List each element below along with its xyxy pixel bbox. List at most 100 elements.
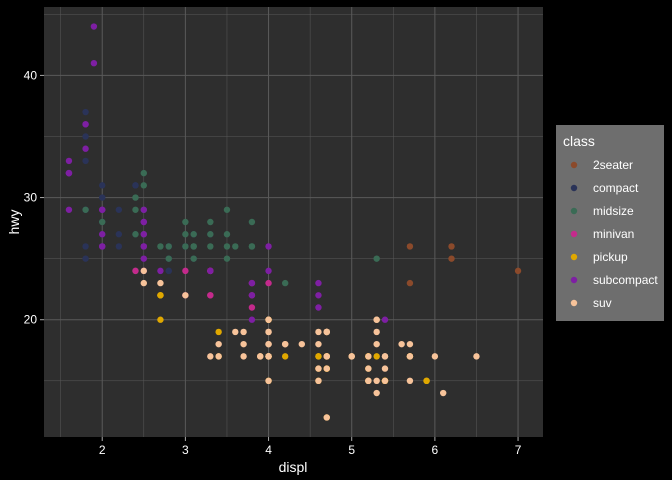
data-point-subcompact [82, 145, 89, 152]
data-point-midsize [182, 243, 189, 250]
data-point-subcompact [248, 279, 256, 287]
data-point-midsize [223, 206, 231, 213]
data-point-subcompact [65, 157, 73, 165]
data-point-midsize [132, 206, 139, 213]
data-point-midsize [182, 231, 189, 238]
data-point-midsize [232, 243, 239, 250]
data-point-suv [406, 353, 414, 360]
legend-label-compact: compact [593, 181, 639, 195]
data-point-compact [99, 182, 106, 189]
data-point-suv [207, 353, 214, 360]
data-point-midsize [190, 255, 197, 262]
data-point-suv [240, 353, 247, 360]
legend-key-midsize [570, 207, 578, 215]
x-tick-label: 2 [99, 443, 106, 457]
y-axis-title: hwy [6, 210, 22, 235]
legend-key-2seater [570, 161, 578, 169]
data-point-midsize [223, 231, 231, 238]
legend-label-midsize: midsize [593, 204, 634, 218]
data-point-midsize [190, 243, 197, 250]
legend-key-suv [570, 299, 578, 307]
data-point-subcompact [99, 206, 106, 213]
data-point-suv [315, 377, 322, 385]
data-point-subcompact [248, 292, 256, 299]
legend-key-subcompact [570, 276, 578, 284]
data-point-2seater [448, 255, 455, 262]
data-point-suv [348, 353, 355, 360]
data-point-subcompact [265, 243, 272, 250]
x-tick-label: 7 [515, 443, 522, 457]
data-point-midsize [140, 182, 147, 189]
data-point-suv [473, 353, 480, 360]
data-point-compact [82, 243, 89, 250]
data-point-suv [240, 340, 247, 348]
data-point-2seater [406, 243, 414, 250]
data-point-suv [373, 377, 380, 385]
data-point-subcompact [99, 243, 106, 250]
data-point-suv [265, 340, 272, 348]
data-point-suv [315, 365, 322, 372]
data-point-suv [365, 377, 372, 385]
data-point-compact [82, 157, 89, 165]
data-point-midsize [99, 218, 106, 226]
legend-key-minivan [570, 230, 578, 238]
data-point-minivan [132, 267, 139, 275]
data-point-subcompact [65, 206, 73, 213]
y-tick-label: 20 [24, 313, 38, 327]
data-point-suv [265, 353, 272, 360]
data-point-suv [240, 328, 247, 336]
x-axis-title: displ [279, 459, 308, 475]
legend-label-suv: suv [593, 296, 612, 310]
x-tick-label: 3 [182, 443, 189, 457]
data-point-compact [132, 182, 139, 189]
data-point-compact [82, 133, 89, 140]
data-point-midsize [82, 206, 89, 213]
data-point-subcompact [65, 169, 73, 177]
data-point-pickup [157, 292, 164, 299]
data-point-suv [373, 328, 380, 336]
data-point-midsize [140, 169, 147, 177]
data-point-midsize [223, 255, 231, 262]
data-point-suv [398, 340, 405, 348]
data-point-suv [323, 414, 330, 421]
legend-title: class [563, 133, 595, 149]
x-axis-ticks: 2 3 4 5 6 7 [99, 437, 522, 457]
data-point-midsize [207, 231, 214, 238]
data-point-suv [140, 279, 147, 287]
x-tick-label: 6 [432, 443, 439, 457]
data-point-2seater [448, 243, 455, 250]
y-tick-label: 30 [24, 191, 38, 205]
data-point-suv [157, 279, 164, 287]
legend-items: 2seater compact midsize minivan pickup subcom… [570, 158, 658, 310]
data-point-2seater [514, 267, 522, 275]
data-point-pickup [281, 353, 289, 360]
data-point-midsize [132, 231, 139, 238]
data-point-compact [82, 255, 89, 262]
data-point-subcompact [90, 59, 98, 67]
data-point-subcompact [315, 292, 322, 299]
legend-label-pickup: pickup [593, 250, 628, 264]
data-point-minivan [265, 279, 272, 287]
data-point-suv [373, 316, 380, 323]
data-point-subcompact [315, 304, 322, 311]
data-point-suv [440, 389, 447, 397]
data-point-minivan [248, 304, 256, 311]
data-point-midsize [281, 279, 289, 287]
data-point-subcompact [90, 23, 98, 30]
data-point-midsize [182, 218, 189, 226]
data-point-midsize [223, 243, 231, 250]
data-point-subcompact [140, 206, 147, 213]
legend-label-2seater: 2seater [593, 158, 633, 172]
data-point-subcompact [248, 316, 256, 323]
data-point-suv [215, 353, 222, 360]
data-point-compact [115, 243, 123, 250]
legend: class 2seater compact midsize minivan pickup… [556, 125, 664, 321]
data-point-compact [115, 206, 123, 213]
data-point-suv [265, 316, 272, 323]
data-point-suv [315, 328, 322, 336]
data-point-midsize [165, 243, 172, 250]
data-point-suv [265, 328, 272, 336]
data-point-pickup [373, 353, 380, 360]
